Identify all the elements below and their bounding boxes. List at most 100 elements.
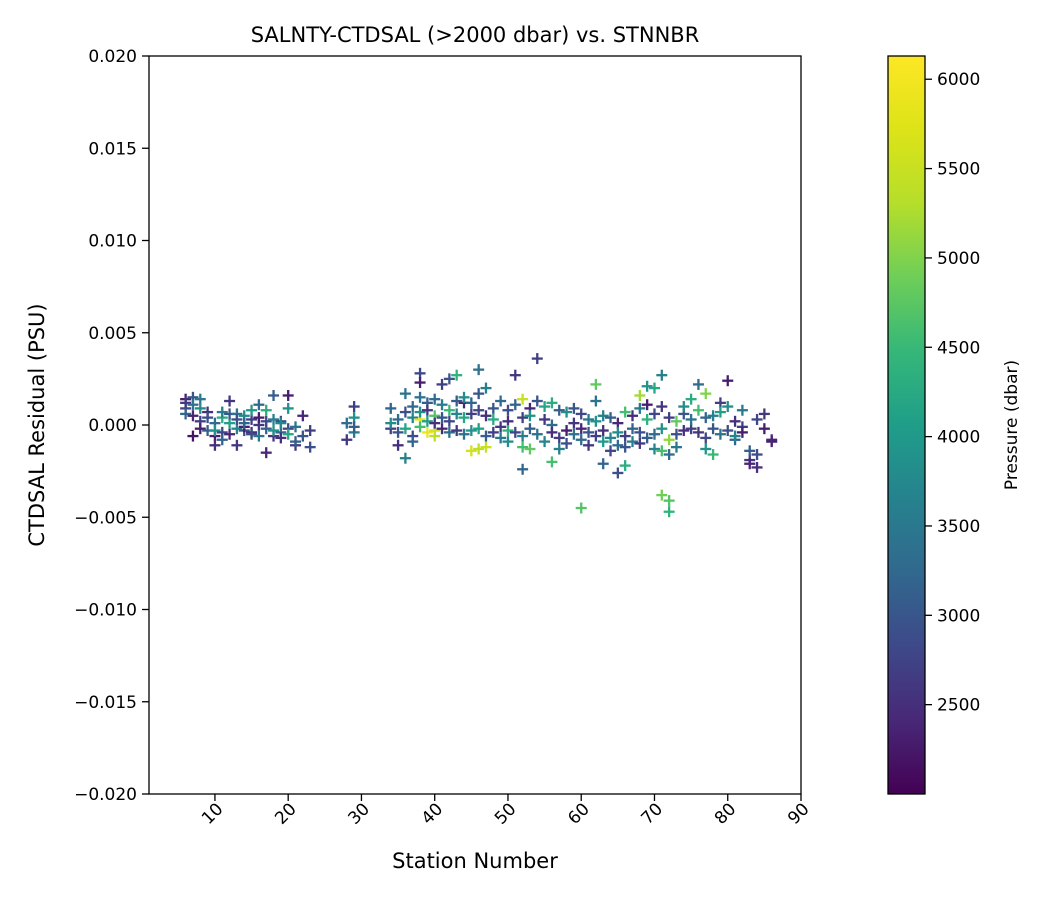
data-point <box>531 353 543 365</box>
data-point <box>634 389 646 401</box>
data-point <box>714 428 726 440</box>
data-point <box>524 443 536 455</box>
y-tick-label: −0.015 <box>74 693 137 713</box>
data-point <box>495 421 507 433</box>
y-axis-ticks: −0.020 −0.015 −0.010 −0.005 0.000 0.005 0.010 0… <box>74 47 149 805</box>
data-point <box>509 426 521 438</box>
data-point <box>443 373 455 385</box>
data-point <box>612 439 624 451</box>
data-point <box>216 434 228 446</box>
data-point <box>290 421 302 433</box>
data-point <box>648 408 660 420</box>
data-point <box>399 423 411 435</box>
colorbar <box>887 55 926 795</box>
data-point <box>253 430 265 442</box>
data-point <box>414 391 426 403</box>
data-point <box>502 436 514 448</box>
data-point <box>348 421 360 433</box>
data-point <box>282 402 294 414</box>
data-point <box>663 506 675 518</box>
data-point <box>663 434 675 446</box>
data-point <box>546 426 558 438</box>
data-point <box>568 417 580 429</box>
data-point <box>663 412 675 424</box>
data-point <box>407 436 419 448</box>
data-point <box>509 369 521 381</box>
data-point <box>583 426 595 438</box>
data-point <box>414 377 426 389</box>
data-point <box>612 417 624 429</box>
data-point <box>619 406 631 418</box>
data-point <box>414 367 426 379</box>
data-point <box>575 408 587 420</box>
data-point <box>707 449 719 461</box>
data-point <box>546 456 558 468</box>
data-point <box>700 443 712 455</box>
data-point <box>553 404 565 416</box>
data-point <box>736 404 748 416</box>
data-point <box>502 415 514 427</box>
data-point <box>575 423 587 435</box>
data-point <box>202 412 214 424</box>
x-tick-label: 70 <box>638 799 667 828</box>
data-point <box>209 425 221 437</box>
data-point <box>275 417 287 429</box>
x-tick-label: 90 <box>784 799 813 828</box>
x-axis-label: Station Number <box>392 849 558 873</box>
data-point <box>304 425 316 437</box>
data-point <box>744 445 756 457</box>
data-point <box>627 436 639 448</box>
data-point <box>722 425 734 437</box>
data-point <box>282 389 294 401</box>
data-point <box>385 402 397 414</box>
data-point <box>531 428 543 440</box>
x-tick-label: 60 <box>564 799 593 828</box>
data-point <box>436 378 448 390</box>
data-point <box>722 401 734 413</box>
x-tick-label: 40 <box>418 799 447 828</box>
data-point <box>290 436 302 448</box>
data-point <box>568 402 580 414</box>
data-point <box>517 412 529 424</box>
data-point <box>685 423 697 435</box>
data-point <box>480 441 492 453</box>
data-point <box>209 439 221 451</box>
data-point <box>597 458 609 470</box>
y-tick-label: 0.010 <box>88 232 137 252</box>
data-point <box>487 426 499 438</box>
data-point <box>656 401 668 413</box>
data-point <box>656 489 668 501</box>
data-point <box>517 393 529 405</box>
x-axis-ticks: 10 20 30 40 50 60 70 80 90 <box>198 794 814 829</box>
data-point <box>605 432 617 444</box>
data-point <box>231 413 243 425</box>
data-point <box>707 410 719 422</box>
data-point <box>678 425 690 437</box>
data-point <box>414 406 426 418</box>
data-point <box>656 423 668 435</box>
data-point <box>561 425 573 437</box>
data-point <box>685 393 697 405</box>
data-point <box>392 426 404 438</box>
data-point <box>187 399 199 411</box>
data-point <box>751 449 763 461</box>
data-point <box>451 425 463 437</box>
data-point <box>465 408 477 420</box>
data-point <box>539 436 551 448</box>
data-point <box>670 428 682 440</box>
chart-title: SALNTY-CTDSAL (>2000 dbar) vs. STNNBR <box>251 23 700 47</box>
data-point <box>766 434 778 446</box>
data-point <box>575 434 587 446</box>
colorbar-tick-label: 3500 <box>937 517 980 537</box>
data-point <box>612 467 624 479</box>
data-point <box>268 389 280 401</box>
data-point <box>612 426 624 438</box>
data-point <box>678 401 690 413</box>
data-point <box>224 428 236 440</box>
data-point <box>561 406 573 418</box>
data-point <box>458 412 470 424</box>
data-point <box>597 410 609 422</box>
data-point <box>487 402 499 414</box>
data-point <box>187 410 199 422</box>
data-point <box>641 432 653 444</box>
